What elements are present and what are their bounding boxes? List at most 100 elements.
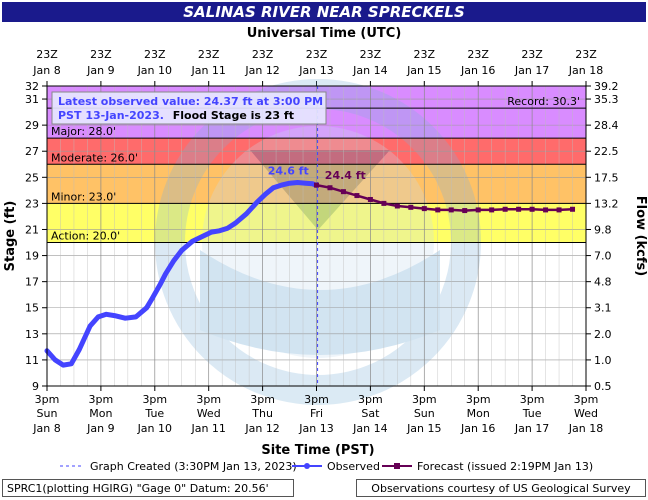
forecast-point <box>489 207 495 213</box>
top-tick-time: 23Z <box>414 48 436 61</box>
forecast-point <box>556 207 562 213</box>
info-box-line2: PST 13-Jan-2023. Flood Stage is 23 ft <box>58 109 294 122</box>
bottom-tick-time: 3pm <box>304 393 329 406</box>
left-tick-label: 21 <box>25 223 39 236</box>
legend: Graph Created (3:30PM Jan 13, 2023) Obse… <box>60 460 593 473</box>
top-tick-time: 23Z <box>306 48 328 61</box>
bottom-tick-weekday: Sun <box>414 407 435 420</box>
observed-point <box>255 200 260 205</box>
left-tick-label: 19 <box>25 250 39 263</box>
footer-datum: SPRC1(plotting HGIRG) "Gage 0" Datum: 20… <box>2 479 294 497</box>
forecast-point <box>394 203 400 209</box>
bottom-tick-weekday: Tue <box>522 407 542 420</box>
legend-observed-marker <box>304 463 310 469</box>
observed-point <box>179 248 184 253</box>
bottom-tick-weekday: Wed <box>574 407 598 420</box>
right-tick-label: 28.4 <box>594 119 619 132</box>
observed-point <box>158 282 163 287</box>
top-tick-time: 23Z <box>90 48 112 61</box>
top-tick-date: Jan 17 <box>514 64 549 77</box>
observed-point <box>171 258 176 263</box>
observed-point <box>150 296 155 301</box>
observed-point <box>271 185 276 190</box>
top-tick-date: Jan 9 <box>86 64 114 77</box>
forecast-point <box>502 206 508 212</box>
observed-point <box>303 181 308 186</box>
bottom-tick-time: 3pm <box>466 393 491 406</box>
forecast-point <box>516 206 522 212</box>
info-box-flood-stage: Flood Stage is 23 ft <box>173 109 294 122</box>
left-tick-label: 23 <box>25 197 39 210</box>
right-tick-label: 22.5 <box>594 145 619 158</box>
bottom-tick-date: Jan 9 <box>86 422 114 435</box>
bottom-tick-date: Jan 12 <box>244 422 279 435</box>
right-tick-label: 4.8 <box>594 276 612 289</box>
top-tick-date: Jan 12 <box>244 64 279 77</box>
forecast-point <box>529 206 535 212</box>
bottom-tick-weekday: Mon <box>467 407 490 420</box>
legend-forecast-marker <box>394 463 400 469</box>
observed-point <box>201 234 206 238</box>
legend-observed-label: Observed <box>327 460 380 473</box>
observed-point <box>69 361 74 366</box>
bottom-tick-date: Jan 11 <box>190 422 225 435</box>
y-axis-label: Stage (ft) <box>3 201 18 272</box>
flood-band-labels: Action: 20.0' Minor: 23.0' Moderate: 26.0'… <box>51 125 138 242</box>
observed-point <box>295 180 300 185</box>
observed-point <box>112 313 117 318</box>
observed-point <box>144 305 149 310</box>
bottom-tick-time: 3pm <box>89 393 114 406</box>
forecast-point <box>367 196 373 202</box>
record-label: Record: 30.3' <box>507 95 580 108</box>
observed-point <box>163 271 168 276</box>
forecast-point <box>314 182 319 188</box>
flood-band-label-action: Action: 20.0' <box>51 230 120 243</box>
info-box-background <box>51 91 327 125</box>
observed-point <box>88 324 93 328</box>
forecast-point <box>354 193 360 199</box>
observed-point <box>263 192 268 197</box>
top-axis-ticks: 23Z Jan 8 23Z Jan 9 23Z Jan 10 23Z Jan 11 23Z Jan… <box>32 48 603 86</box>
observed-point <box>209 230 214 235</box>
top-tick-date: Jan 13 <box>298 64 333 77</box>
title-bar <box>2 2 646 22</box>
observed-point <box>225 226 230 231</box>
peak-annotation-label: 24.6 ft <box>268 165 309 178</box>
flood-band-label-minor: Minor: 23.0' <box>51 190 116 203</box>
bottom-tick-time: 3pm <box>358 393 383 406</box>
observed-point <box>287 181 292 186</box>
bottom-tick-time: 3pm <box>142 393 167 406</box>
left-tick-label: 32 <box>25 80 39 93</box>
bottom-tick-weekday: Sat <box>361 407 380 420</box>
bottom-tick-date: Jan 15 <box>406 422 441 435</box>
data-series <box>44 180 576 368</box>
left-tick-label: 25 <box>25 171 39 184</box>
left-tick-label: 27 <box>25 145 39 158</box>
observed-point <box>104 312 109 317</box>
bottom-tick-date: Jan 14 <box>352 422 387 435</box>
forecast-point <box>448 207 454 213</box>
right-axis-ticks: 0.5 1.0 2.0 3.1 4.8 7.0 9.8 13.2 17.5 22.5 28.4 35.… <box>586 80 619 393</box>
observed-point <box>244 211 249 216</box>
forecast-point <box>340 189 346 195</box>
observed-point <box>133 314 138 319</box>
top-tick-time: 23Z <box>252 48 274 61</box>
forecast-point <box>475 207 481 213</box>
top-tick-time: 23Z <box>36 48 58 61</box>
flood-band-label-major: Major: 28.0' <box>51 125 116 138</box>
bottom-tick-time: 3pm <box>196 393 221 406</box>
info-box-line1: Latest observed value: 24.37 ft at 3:00 … <box>58 95 323 108</box>
top-tick-date: Jan 11 <box>190 64 225 77</box>
top-tick-time: 23Z <box>575 48 597 61</box>
observed-point <box>233 220 238 225</box>
right-tick-label: 17.5 <box>594 171 619 184</box>
top-tick-date: Jan 18 <box>568 64 603 77</box>
observed-point <box>190 239 195 244</box>
bottom-tick-date: Jan 10 <box>137 422 172 435</box>
bottom-tick-weekday: Sun <box>37 407 58 420</box>
top-axis-label: Universal Time (UTC) <box>247 26 402 41</box>
left-tick-label: 31 <box>25 93 39 106</box>
